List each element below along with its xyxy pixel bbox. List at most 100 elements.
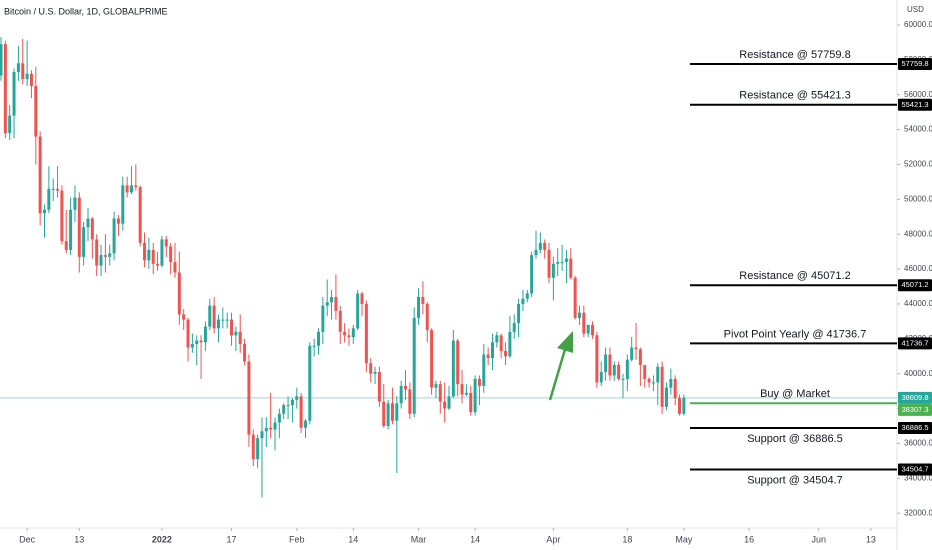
candle-body bbox=[682, 397, 686, 414]
candle-body bbox=[42, 209, 46, 214]
candle-body bbox=[325, 302, 329, 306]
candle-body bbox=[673, 378, 677, 399]
candle-body bbox=[621, 378, 625, 380]
candle-body bbox=[464, 392, 468, 395]
candle-body bbox=[203, 326, 207, 343]
candle-body bbox=[334, 296, 338, 311]
candle-body bbox=[360, 293, 364, 304]
candle-body bbox=[390, 403, 394, 421]
y-tick-label: 32000.0 bbox=[904, 508, 932, 517]
candle-body bbox=[225, 319, 229, 321]
candle-body bbox=[573, 277, 577, 318]
candle-body bbox=[595, 335, 599, 383]
y-tick-label: 48000.0 bbox=[904, 229, 932, 238]
candle-body bbox=[482, 354, 486, 386]
candle-body bbox=[430, 330, 434, 388]
candle-body bbox=[143, 242, 147, 261]
candle-body bbox=[99, 255, 103, 266]
candle-body bbox=[221, 319, 225, 321]
candle-body bbox=[277, 413, 281, 423]
candle-body bbox=[643, 364, 647, 379]
x-tick-label: 18 bbox=[622, 534, 632, 544]
candle-body bbox=[264, 427, 268, 432]
candle-body bbox=[260, 431, 264, 439]
level-label: Resistance @ 55421.3 bbox=[739, 90, 850, 102]
level-label: Pivot Point Yearly @ 41736.7 bbox=[724, 328, 867, 340]
candle-body bbox=[612, 364, 616, 376]
candle-body bbox=[451, 340, 455, 397]
candle-body bbox=[343, 331, 347, 336]
candle-body bbox=[543, 242, 547, 250]
candle-body bbox=[190, 344, 194, 348]
y-tick-label: 46000.0 bbox=[904, 264, 932, 273]
candle-body bbox=[86, 218, 90, 228]
candle-body bbox=[321, 305, 325, 332]
candle-body bbox=[0, 44, 3, 76]
candle-body bbox=[56, 188, 60, 191]
price-tag bbox=[898, 463, 932, 476]
candle-body bbox=[195, 340, 199, 345]
candle-body bbox=[69, 209, 73, 250]
arrow-head bbox=[557, 331, 573, 353]
candle-body bbox=[273, 422, 277, 430]
candle-body bbox=[34, 85, 38, 137]
price-tag-label: 34504.7 bbox=[901, 464, 928, 473]
candle-body bbox=[369, 363, 373, 374]
candle-body bbox=[147, 249, 151, 261]
candle-body bbox=[425, 303, 429, 331]
candle-body bbox=[560, 262, 564, 264]
candle-body bbox=[212, 305, 216, 329]
candle-body bbox=[338, 310, 342, 332]
candle-body bbox=[582, 312, 586, 334]
y-tick-label: 54000.0 bbox=[904, 125, 932, 134]
candle-body bbox=[3, 44, 7, 134]
price-tag bbox=[898, 98, 932, 111]
candle-body bbox=[138, 187, 142, 243]
candle-body bbox=[103, 255, 107, 257]
y-tick-label: 50000.0 bbox=[904, 194, 932, 203]
candle-body bbox=[169, 246, 173, 263]
candle-body bbox=[243, 344, 247, 362]
candle-body bbox=[160, 239, 164, 266]
last-price-tag bbox=[898, 391, 932, 404]
price-tag-label: 41736.7 bbox=[901, 338, 928, 347]
candle-body bbox=[638, 349, 642, 365]
y-tick-label: 40000.0 bbox=[904, 369, 932, 378]
x-tick-label: 14 bbox=[348, 534, 358, 544]
candle-body bbox=[108, 253, 112, 257]
x-tick-label: 13 bbox=[866, 534, 876, 544]
candle-body bbox=[12, 72, 16, 116]
candle-body bbox=[177, 272, 181, 315]
price-tag bbox=[898, 57, 932, 70]
candle-body bbox=[521, 298, 525, 304]
x-tick-label: Apr bbox=[546, 534, 560, 544]
candle-body bbox=[660, 366, 664, 407]
candle-body bbox=[290, 399, 294, 406]
x-tick-label: 2022 bbox=[152, 534, 172, 544]
candle-body bbox=[569, 258, 573, 278]
x-tick-label: 14 bbox=[470, 534, 480, 544]
candle-body bbox=[434, 384, 438, 388]
y-tick-label: 52000.0 bbox=[904, 160, 932, 169]
candle-body bbox=[364, 303, 368, 364]
level-label: Support @ 36886.5 bbox=[747, 433, 843, 445]
candle-body bbox=[547, 249, 551, 278]
candle-body bbox=[186, 319, 190, 348]
candle-body bbox=[64, 241, 68, 250]
candle-body bbox=[517, 303, 521, 324]
candle-body bbox=[47, 188, 51, 210]
candle-body bbox=[438, 384, 442, 402]
candle-body bbox=[586, 324, 590, 334]
x-tick-label: 13 bbox=[74, 534, 84, 544]
candle-body bbox=[60, 190, 64, 242]
candle-body bbox=[456, 340, 460, 385]
level-label: Buy @ Market bbox=[760, 388, 830, 400]
chart-title: Bitcoin / U.S. Dollar, 1D, GLOBALPRIME bbox=[4, 6, 168, 16]
candle-body bbox=[216, 319, 220, 329]
candle-body bbox=[443, 401, 447, 409]
y-tick-label: 60000.0 bbox=[904, 20, 932, 29]
candle-body bbox=[486, 354, 490, 358]
candle-body bbox=[495, 335, 499, 343]
candle-body bbox=[234, 331, 238, 336]
candle-body bbox=[51, 188, 55, 190]
